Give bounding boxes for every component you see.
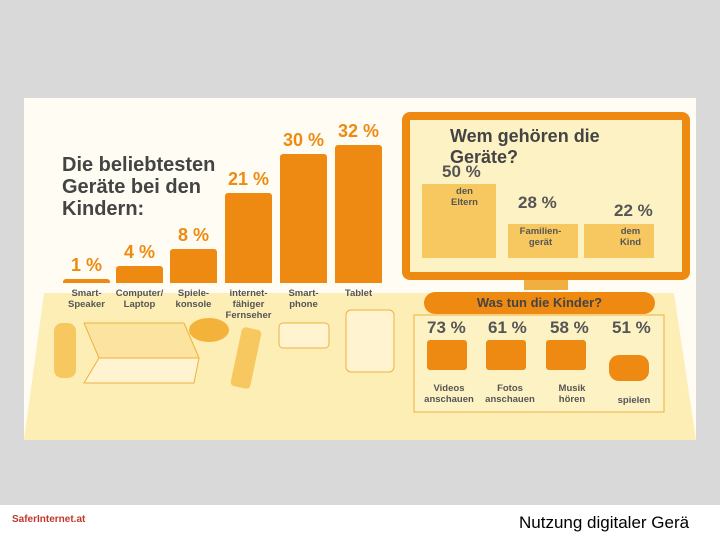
- ownership-percent: 28 %: [518, 193, 557, 212]
- laptop-base: [83, 357, 200, 384]
- chart-title: Die beliebtesten Geräte bei den Kindern:: [62, 154, 216, 220]
- value-label: 4 %: [123, 241, 156, 262]
- value-label: 30 %: [282, 130, 325, 150]
- remote-icon: [230, 327, 262, 389]
- category-label: Smart- phone: [288, 288, 319, 310]
- laptop-icon: [83, 322, 200, 359]
- slide-caption: Nutzung digitaler Gerä: [519, 513, 690, 532]
- family-box: [508, 224, 578, 258]
- activity-icons: [427, 340, 649, 381]
- value-label: 32 %: [337, 121, 380, 142]
- activity-text: spielen: [617, 395, 651, 406]
- bar: [63, 278, 110, 283]
- activity-text: Fotos anschauen: [485, 383, 535, 405]
- bar: [280, 154, 327, 283]
- category-label: Spiele- konsole: [175, 288, 212, 310]
- ownership-percent: 50 %: [442, 162, 481, 181]
- logo: SaferInternet.at: [12, 514, 86, 525]
- child-box: [584, 224, 654, 258]
- bar: [335, 145, 382, 283]
- value-label: 8 %: [177, 224, 210, 245]
- bar: [116, 265, 163, 283]
- speaker-icon: [54, 323, 76, 378]
- ownership-percent: 22 %: [614, 201, 653, 220]
- monitor-stand: [524, 280, 568, 290]
- category-label: Smart- Speaker: [68, 288, 105, 310]
- ownership-text: den Eltern: [451, 186, 478, 208]
- activity-percent: 73 %: [427, 318, 466, 337]
- bar: [225, 192, 272, 283]
- tablet-icon: [345, 309, 395, 373]
- ownership-title: Wem gehören die Geräte?: [450, 126, 600, 167]
- activity-text: Musik hören: [558, 383, 586, 405]
- activities-pill: [424, 292, 655, 314]
- activity-text: Videos anschauen: [424, 383, 474, 405]
- infographic-art: [24, 112, 696, 440]
- category-label: internet- fähiger Fernseher: [225, 288, 272, 321]
- activity-percent: 61 %: [488, 318, 527, 337]
- activity-percent: 58 %: [550, 318, 589, 337]
- parents-box: [422, 184, 496, 258]
- gamepad-icon: [189, 318, 229, 342]
- category-label: Tablet: [344, 288, 373, 299]
- value-label: 21 %: [227, 168, 270, 189]
- ownership-text: dem Kind: [619, 226, 642, 248]
- phone-icon: [278, 322, 330, 349]
- category-label: Computer/ Laptop: [115, 288, 164, 310]
- value-label: 1 %: [70, 254, 103, 275]
- activities-title: Was tun die Kinder?: [476, 295, 603, 310]
- activity-percent: 51 %: [612, 318, 651, 337]
- bar: [170, 248, 217, 283]
- ownership-text: Familien- gerät: [519, 226, 562, 248]
